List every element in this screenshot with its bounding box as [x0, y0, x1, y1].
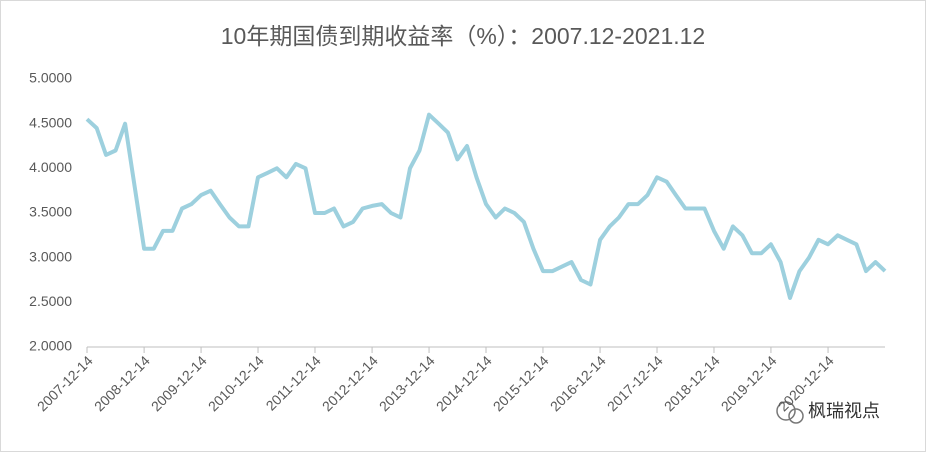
chart-title: 10年期国债到期收益率（%）：2007.12-2021.12 [221, 23, 705, 49]
watermark: 枫瑞视点 [776, 401, 880, 424]
y-tick-label: 2.0000 [29, 338, 72, 354]
y-tick-label: 4.5000 [29, 114, 72, 130]
y-tick-label: 3.5000 [29, 204, 72, 220]
watermark-icon [788, 408, 804, 424]
y-tick-label: 5.0000 [29, 70, 72, 86]
y-tick-label: 3.0000 [29, 248, 72, 264]
watermark-icon [776, 401, 796, 421]
y-tick-label: 4.0000 [29, 159, 72, 175]
data-line [85, 112, 887, 300]
watermark-text: 枫瑞视点 [808, 401, 880, 421]
y-tick-label: 2.5000 [29, 293, 72, 309]
